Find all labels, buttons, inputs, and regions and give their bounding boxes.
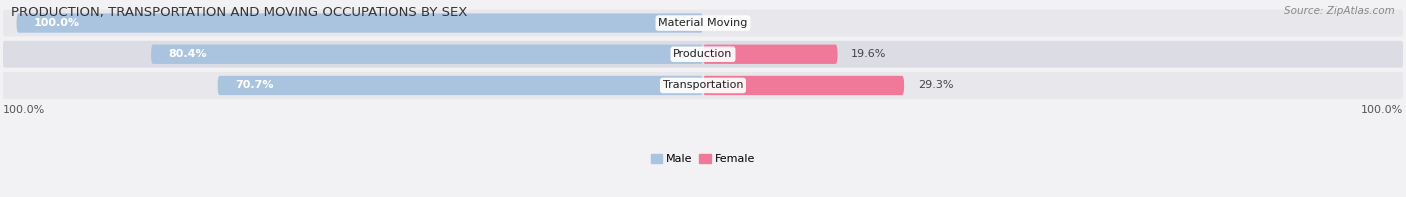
Text: 100.0%: 100.0%: [3, 105, 45, 115]
FancyBboxPatch shape: [703, 45, 838, 64]
FancyBboxPatch shape: [3, 10, 1403, 36]
Text: Production: Production: [673, 49, 733, 59]
FancyBboxPatch shape: [3, 72, 1403, 99]
Text: 19.6%: 19.6%: [851, 49, 887, 59]
FancyBboxPatch shape: [703, 76, 904, 95]
Legend: Male, Female: Male, Female: [651, 154, 755, 164]
Text: Material Moving: Material Moving: [658, 18, 748, 28]
FancyBboxPatch shape: [218, 76, 703, 95]
FancyBboxPatch shape: [17, 13, 703, 33]
FancyBboxPatch shape: [3, 41, 1403, 68]
Text: 100.0%: 100.0%: [34, 18, 80, 28]
Text: Source: ZipAtlas.com: Source: ZipAtlas.com: [1284, 6, 1395, 16]
Text: 0.0%: 0.0%: [717, 18, 745, 28]
Text: 80.4%: 80.4%: [169, 49, 207, 59]
Text: Transportation: Transportation: [662, 80, 744, 90]
Text: 100.0%: 100.0%: [1361, 105, 1403, 115]
Text: 70.7%: 70.7%: [235, 80, 273, 90]
Text: PRODUCTION, TRANSPORTATION AND MOVING OCCUPATIONS BY SEX: PRODUCTION, TRANSPORTATION AND MOVING OC…: [11, 6, 468, 19]
FancyBboxPatch shape: [150, 45, 703, 64]
Text: 29.3%: 29.3%: [918, 80, 953, 90]
